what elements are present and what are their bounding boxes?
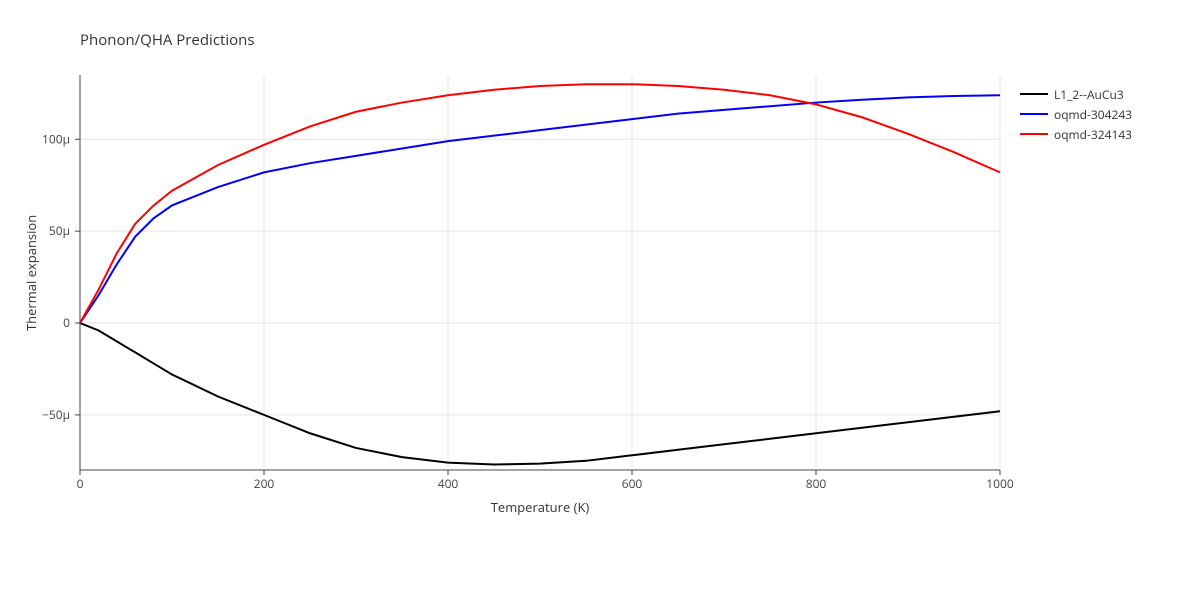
x-tick-label: 800 — [806, 475, 827, 492]
axis-frame — [80, 75, 1000, 470]
legend-label: oqmd-324143 — [1054, 126, 1132, 143]
y-tick-label: 100μ — [42, 130, 70, 147]
legend-item[interactable]: oqmd-324143 — [1020, 125, 1132, 143]
chart-title: Phonon/QHA Predictions — [80, 30, 255, 50]
y-axis-title: Thermal expansion — [22, 75, 42, 470]
series-line — [80, 95, 1000, 323]
x-tick-label: 600 — [622, 475, 643, 492]
legend-swatch — [1020, 113, 1048, 115]
series-line — [80, 84, 1000, 323]
x-tick-label: 1000 — [986, 475, 1014, 492]
chart-container: Phonon/QHA Predictions 0 200 400 600 800 1000… — [0, 0, 1200, 600]
series-line — [80, 323, 1000, 464]
axes — [80, 75, 1000, 470]
legend: L1_2--AuCu3 oqmd-304243 oqmd-324143 — [1020, 85, 1132, 145]
series-group — [80, 84, 1000, 464]
y-tick-label: −50μ — [42, 406, 70, 423]
plot-area: 02004006008001000−50μ050μ100μ — [80, 75, 1000, 470]
legend-item[interactable]: oqmd-304243 — [1020, 105, 1132, 123]
legend-label: L1_2--AuCu3 — [1054, 86, 1124, 103]
tick-labels: 0 200 400 600 800 1000 −50μ 0 50μ 100μ — [42, 130, 1014, 492]
y-tick-label: 0 — [63, 314, 70, 331]
legend-item[interactable]: L1_2--AuCu3 — [1020, 85, 1132, 103]
legend-label: oqmd-304243 — [1054, 106, 1132, 123]
grid — [80, 75, 1000, 470]
x-tick-label: 200 — [254, 475, 275, 492]
legend-swatch — [1020, 93, 1048, 95]
x-tick-label: 400 — [438, 475, 459, 492]
x-axis-title: Temperature (K) — [80, 498, 1000, 516]
y-tick-label: 50μ — [49, 222, 70, 239]
legend-swatch — [1020, 133, 1048, 135]
x-tick-label: 0 — [77, 475, 84, 492]
plot-svg: 02004006008001000−50μ050μ100μ — [80, 75, 1000, 470]
